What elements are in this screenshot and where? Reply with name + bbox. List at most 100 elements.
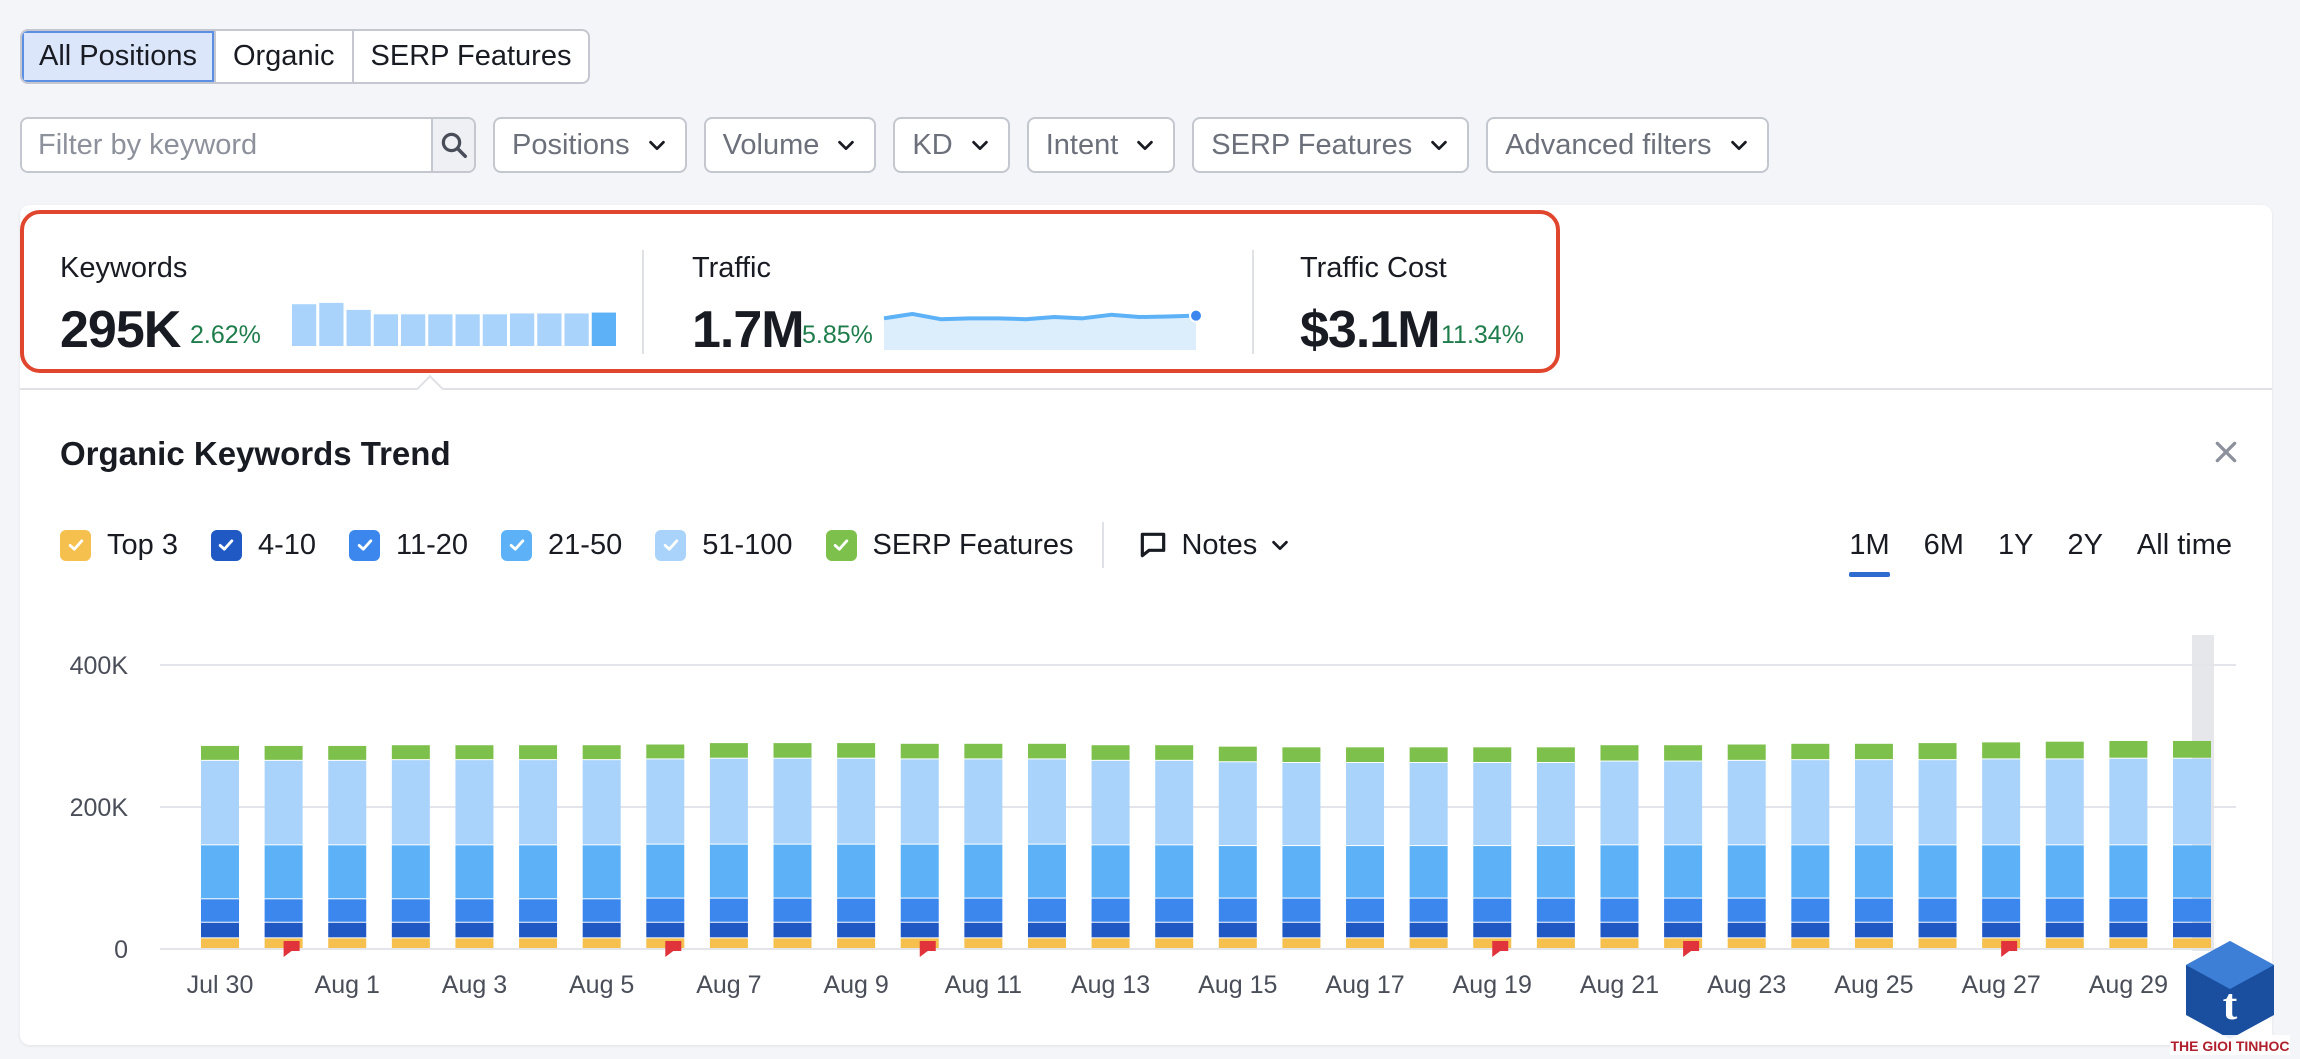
bar-segment <box>201 745 239 760</box>
x-tick-label: Aug 7 <box>696 971 761 999</box>
note-marker-icon <box>283 941 300 957</box>
intent-dropdown[interactable]: Intent <box>1026 117 1176 173</box>
bar-segment <box>264 760 303 845</box>
tab-all-positions[interactable]: All Positions <box>22 31 216 82</box>
bar-segment <box>455 845 494 899</box>
keyword-filter-input[interactable] <box>22 119 431 171</box>
x-tick-label: Aug 19 <box>1453 971 1532 999</box>
traffic-metric[interactable]: Traffic 1.7M 5.85% <box>692 214 1252 369</box>
bar-segment <box>2173 922 2211 938</box>
keywords-metric[interactable]: Keywords 295K 2.62% <box>60 214 650 369</box>
x-tick-label: Aug 9 <box>823 971 888 999</box>
bar-segment <box>2045 741 2084 759</box>
search-button[interactable] <box>431 119 474 171</box>
bar-segment <box>1091 922 1130 938</box>
bar-segment <box>1854 845 1893 898</box>
traffic-sparkline <box>883 308 1202 350</box>
x-tick-label: Aug 5 <box>569 971 634 999</box>
traffic-cost-delta: 11.34% <box>1441 321 1524 349</box>
bar-segment <box>1473 898 1512 922</box>
traffic-cost-metric[interactable]: Traffic Cost $3.1M 11.34% <box>1300 214 1540 369</box>
sparkline-bar <box>319 302 344 346</box>
bar-segment <box>2173 938 2211 948</box>
bar-segment <box>964 743 1003 759</box>
legend-top-3[interactable]: Top 3 <box>60 529 178 562</box>
traffic-delta: 5.85% <box>802 321 873 349</box>
volume-dropdown[interactable]: Volume <box>703 117 877 173</box>
bar-segment <box>1091 845 1130 898</box>
period-all-time[interactable]: All time <box>2136 529 2232 561</box>
bar-segment <box>1473 922 1512 938</box>
bar-segment <box>2045 922 2084 938</box>
bar-segment <box>1155 845 1194 898</box>
bar-segment <box>1664 922 1703 938</box>
period-1y[interactable]: 1Y <box>1997 529 2034 561</box>
legend-label: 4-10 <box>257 528 316 561</box>
period-6m[interactable]: 6M <box>1923 529 1964 561</box>
bar-segment <box>264 922 303 938</box>
watermark-logo: t THE GIOI TINHOC <box>2170 941 2290 1055</box>
bar-segment <box>1346 747 1385 762</box>
bar-segment <box>709 844 748 898</box>
bar-segment <box>837 922 876 938</box>
tab-organic[interactable]: Organic <box>216 31 354 82</box>
bar-segment <box>328 899 367 922</box>
bar-segment <box>646 844 685 898</box>
sparkline-bar <box>564 313 589 346</box>
x-tick-label: Aug 13 <box>1071 971 1150 999</box>
bar-segment <box>1791 898 1830 922</box>
bar-segment <box>1282 898 1321 922</box>
notes-dropdown[interactable]: Notes <box>1137 529 1291 562</box>
bar-segment <box>1091 898 1130 922</box>
bar-segment <box>201 760 239 845</box>
bar-segment <box>2045 938 2084 948</box>
keywords-delta: 2.62% <box>190 321 261 349</box>
bar-segment <box>2109 758 2148 845</box>
period-2y[interactable]: 2Y <box>2067 529 2103 561</box>
legend-21-50[interactable]: 21-50 <box>501 529 622 562</box>
legend-11-20[interactable]: 11-20 <box>349 529 468 562</box>
bar-segment <box>1727 845 1766 898</box>
advanced-filters-dropdown[interactable]: Advanced filters <box>1486 117 1769 173</box>
x-tick-label: Aug 15 <box>1198 971 1277 999</box>
bar-segment <box>1282 762 1321 846</box>
x-tick-label: Aug 17 <box>1325 971 1404 999</box>
legend-serp-features[interactable]: SERP Features <box>825 529 1073 562</box>
bar-segment <box>1027 844 1066 898</box>
traffic-cost-label: Traffic Cost <box>1300 252 1447 284</box>
kd-dropdown[interactable]: KD <box>893 117 1010 173</box>
positions-dropdown[interactable]: Positions <box>493 117 687 173</box>
bar-segment <box>2109 740 2148 758</box>
period-1m[interactable]: 1M <box>1849 525 1890 577</box>
sparkline-area <box>884 313 1196 350</box>
bar-segment <box>646 759 685 844</box>
bar-segment <box>201 845 239 899</box>
bar-segment <box>391 938 430 948</box>
chevron-down-icon <box>838 140 855 151</box>
serp-features-dropdown[interactable]: SERP Features <box>1192 117 1470 173</box>
intent-dropdown-label: Intent <box>1045 128 1119 161</box>
close-button[interactable] <box>2206 432 2246 472</box>
legend-label: 11-20 <box>396 528 469 561</box>
volume-dropdown-label: Volume <box>722 128 820 161</box>
legend-51-100[interactable]: 51-100 <box>655 529 793 562</box>
traffic-cost-value: $3.1M <box>1300 301 1441 359</box>
bar-segment <box>1536 922 1575 938</box>
tab-serp-features[interactable]: SERP Features <box>370 40 572 72</box>
legend-separator <box>1102 522 1105 568</box>
bar-segment <box>646 744 685 759</box>
bar-segment <box>1155 898 1194 922</box>
trend-title: Organic Keywords Trend <box>60 435 451 472</box>
sparkline-line <box>883 311 1197 322</box>
bar-segment <box>1155 760 1194 845</box>
bar-segment <box>900 898 939 922</box>
bar-segment <box>1918 845 1957 898</box>
bar-segment <box>1854 743 1893 760</box>
sparkline-bar <box>346 309 371 346</box>
bar-segment <box>1027 743 1066 759</box>
bar-segment <box>1600 898 1639 922</box>
bar-segment <box>1982 898 2021 922</box>
bar-segment <box>328 760 367 845</box>
legend-4-10[interactable]: 4-10 <box>210 528 316 562</box>
bar-segment <box>709 758 748 844</box>
